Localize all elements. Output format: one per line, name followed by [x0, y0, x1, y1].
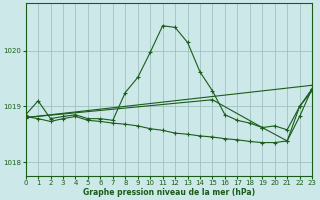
X-axis label: Graphe pression niveau de la mer (hPa): Graphe pression niveau de la mer (hPa): [83, 188, 255, 197]
